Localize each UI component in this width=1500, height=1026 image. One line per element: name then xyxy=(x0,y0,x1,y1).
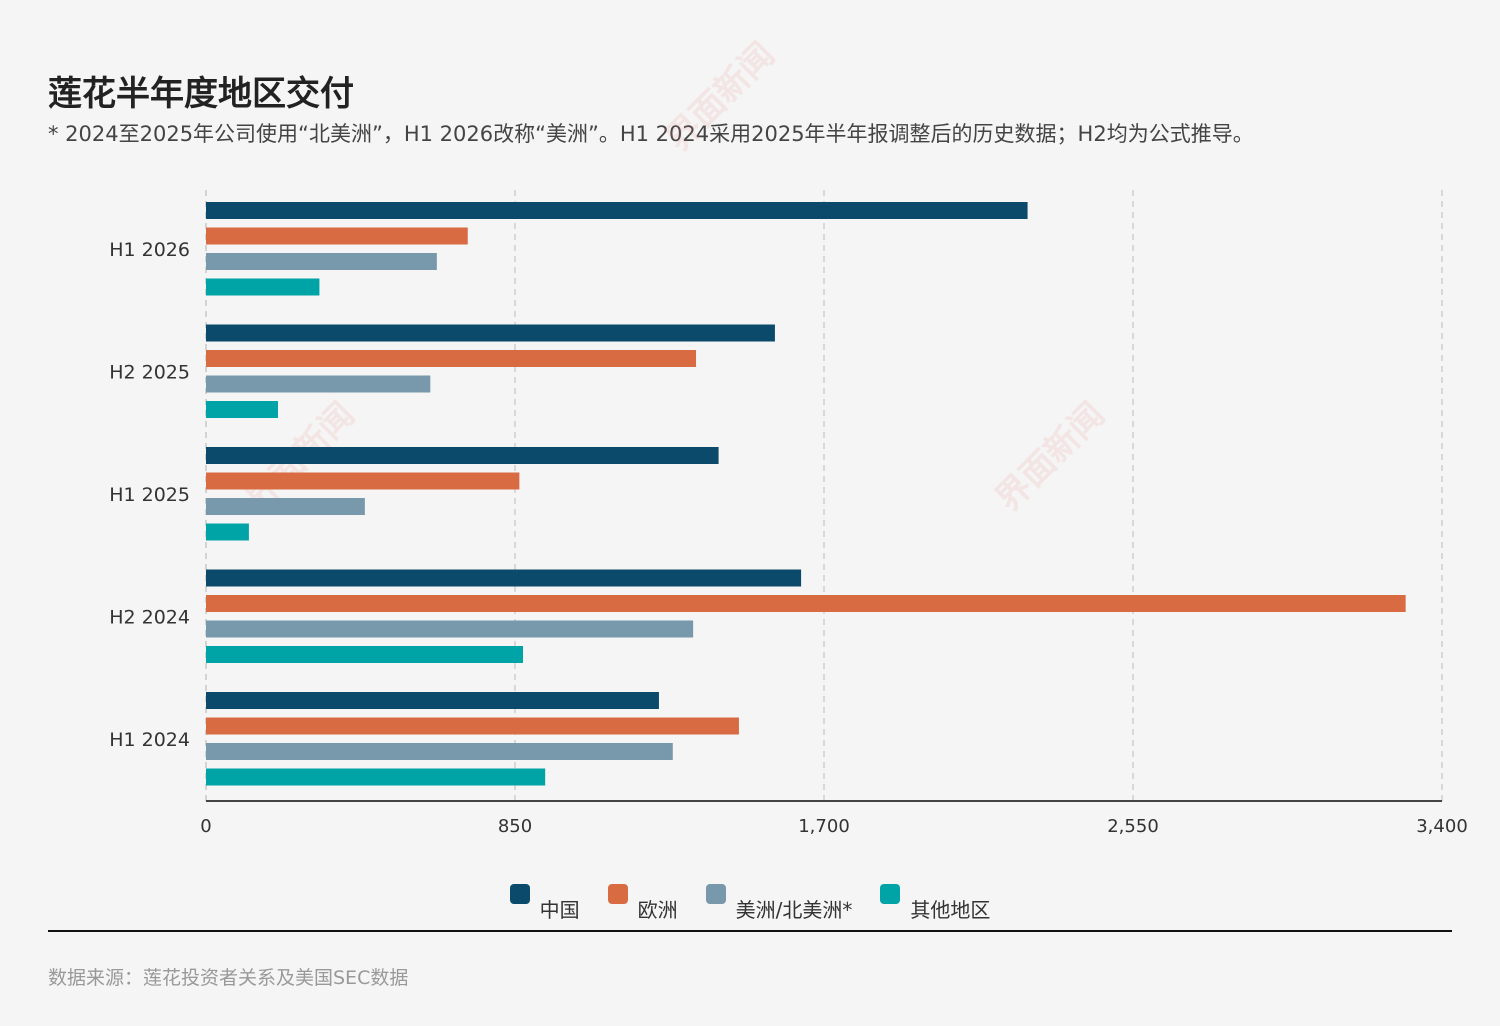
bar xyxy=(206,743,673,760)
category-label: H1 2026 xyxy=(109,239,190,261)
category-label: H2 2025 xyxy=(109,361,190,383)
bar xyxy=(206,324,775,342)
bar xyxy=(206,717,739,735)
legend-label: 美洲/北美洲* xyxy=(735,898,853,922)
bar xyxy=(206,692,659,709)
chart-subtitle: * 2024至2025年公司使用“北美洲”，H1 2026改称“美洲”。H1 2… xyxy=(48,122,1254,146)
legend-item: 欧洲 xyxy=(607,882,678,923)
source-note: 数据来源：莲花投资者关系及美国SEC数据 xyxy=(48,967,409,989)
legend-item: 其他地区 xyxy=(880,882,990,923)
legend-swatch xyxy=(705,884,726,904)
bar-chart: H1 2026 H2 2025 H1 2025 H2 2024 H1 2024 0 850 1… xyxy=(109,190,1468,837)
legend-label: 欧洲 xyxy=(637,898,678,922)
bar xyxy=(206,278,320,296)
bar xyxy=(206,375,431,393)
bar xyxy=(206,595,1406,612)
bar xyxy=(206,447,719,464)
legend-swatch xyxy=(509,884,530,904)
x-tick-label: 3,400 xyxy=(1416,816,1468,837)
bar xyxy=(206,253,437,270)
legend-label: 中国 xyxy=(539,898,580,922)
legend-swatch xyxy=(607,884,628,904)
bar xyxy=(206,768,546,786)
x-tick-label: 0 xyxy=(200,816,211,837)
legend: 中国 欧洲 美洲/北美洲* 其他地区 xyxy=(0,882,1500,923)
footer-divider xyxy=(48,930,1452,932)
bar xyxy=(206,350,697,367)
x-tick-label: 2,550 xyxy=(1107,816,1159,837)
bar xyxy=(206,401,278,418)
category-label: H2 2024 xyxy=(109,606,190,628)
category-label: H1 2024 xyxy=(109,729,190,751)
x-tick-label: 850 xyxy=(498,816,532,837)
chart-title: 莲花半年度地区交付 xyxy=(48,74,354,114)
bar xyxy=(206,523,249,541)
legend-item: 中国 xyxy=(509,882,580,923)
bar xyxy=(206,569,802,587)
category-label: H1 2025 xyxy=(109,484,190,506)
bar xyxy=(206,498,365,515)
bar xyxy=(206,620,694,638)
bar xyxy=(206,472,520,490)
bar xyxy=(206,646,523,663)
legend-swatch xyxy=(880,884,901,904)
x-tick-label: 1,700 xyxy=(798,816,850,837)
legend-label: 其他地区 xyxy=(910,898,991,922)
legend-item: 美洲/北美洲* xyxy=(705,882,853,923)
bar xyxy=(206,202,1028,219)
bar xyxy=(206,227,468,245)
